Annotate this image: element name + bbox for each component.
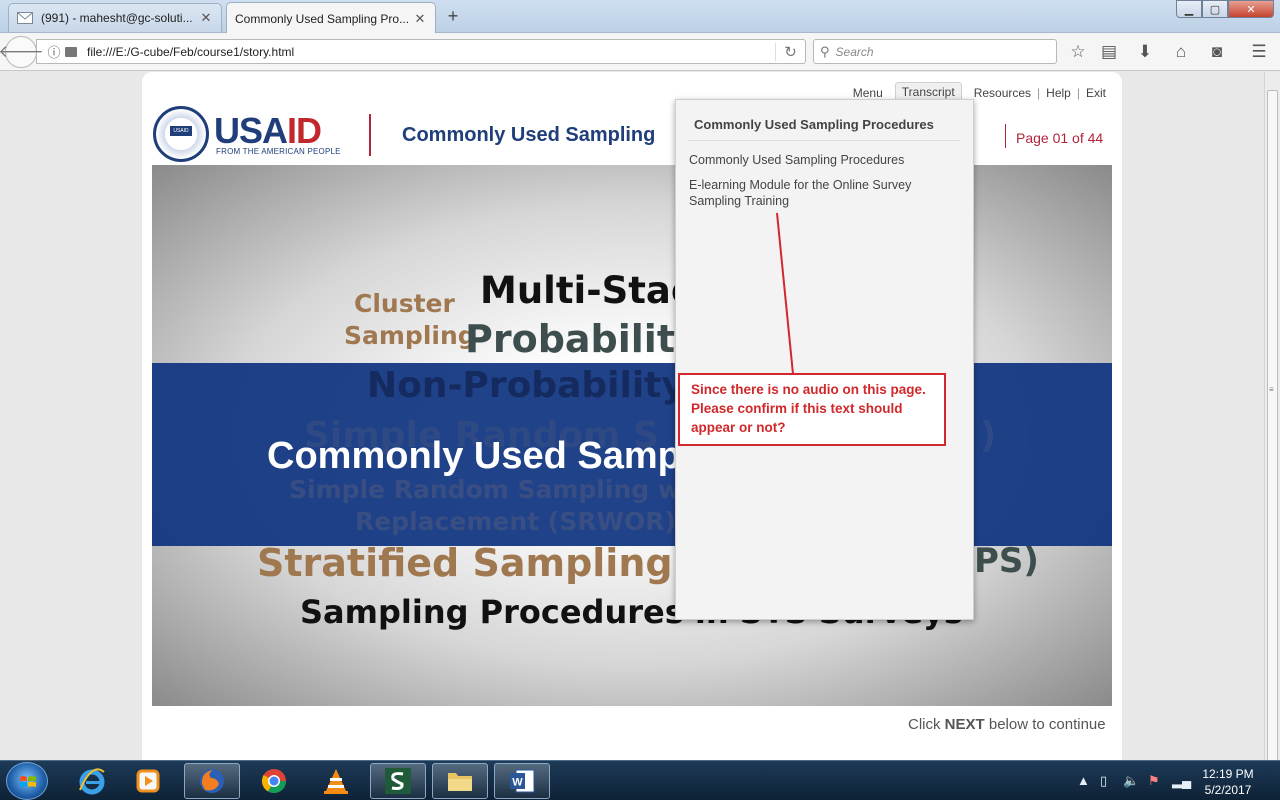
page-content: Menu Transcript Resources | Help | Exit … [0,72,1264,760]
word-replacement: Replacement (SRWOR) [355,507,676,536]
tab-strip: (991) - mahesht@gc-soluti... ✕ Commonly … [0,0,1280,34]
close-tab-icon[interactable]: ✕ [414,10,426,26]
file-explorer-icon[interactable] [432,763,488,799]
action-center-icon[interactable]: ⚑ [1148,773,1160,788]
review-comment-callout: Since there is no audio on this page. Pl… [678,373,946,446]
transcript-panel: Commonly Used Sampling Procedures Common… [675,99,974,620]
internet-explorer-icon[interactable] [64,763,120,799]
wordmark-blue: USA [214,110,288,151]
reload-icon[interactable]: ↻ [775,42,805,61]
word-simple-random-bg-tail: ) [980,415,997,456]
mail-icon [17,12,33,24]
word-probability: Probability [465,317,700,361]
navigation-toolbar: ⓘ file:///E:/G-cube/Feb/course1/story.ht… [0,33,1280,71]
tab-course[interactable]: Commonly Used Sampling Pro... ✕ [226,2,436,34]
windows-logo-icon [20,776,36,787]
clock-date: 5/2/2017 [1204,783,1252,797]
chrome-icon[interactable] [246,763,302,799]
menu-icon[interactable]: ☰ [1251,42,1267,61]
word-non-probability: Non-Probability [367,365,685,406]
scrollbar-thumb[interactable] [1267,90,1278,770]
word-cluster: Cluster [354,289,455,318]
word-sampling: Sampling [344,321,476,350]
transcript-divider [688,140,960,141]
s-app-icon[interactable] [370,763,426,799]
new-tab-icon[interactable]: + [447,6,459,26]
pocket-icon[interactable]: ◙ [1211,42,1223,61]
windows-taskbar: W ▲ ▯ 🔈 ⚑ ▂▄ 12:19 PM 5/2/2017 [0,760,1280,800]
start-button[interactable] [6,762,48,800]
search-input[interactable]: ⚲ Search [813,39,1057,64]
seal-text: USAID [170,126,192,136]
page-icon [65,46,77,57]
course-title: Commonly Used Sampling [402,124,656,146]
search-placeholder: Search [835,44,874,59]
menu-link[interactable]: Menu [852,85,883,100]
page-indicator: Page 01 of 44 [1016,130,1104,146]
help-link[interactable]: Help [1046,85,1071,100]
minimize-button[interactable]: ▁ [1176,0,1202,18]
page-divider [1005,124,1006,148]
wordmark-red: ID [287,110,322,151]
show-hidden-icons-icon[interactable]: ▲ [1077,773,1090,788]
tab-mail[interactable]: (991) - mahesht@gc-soluti... ✕ [8,3,222,32]
word-stratified: Stratified Sampling [257,541,673,585]
svg-text:W: W [512,777,523,789]
volume-icon[interactable]: 🔈 [1123,773,1140,788]
word-pps-tail: PS) [974,541,1039,581]
maximize-button[interactable]: ▢ [1202,0,1228,18]
network-icon[interactable]: ▂▄ [1172,773,1192,788]
cta-suffix: below to continue [984,716,1106,733]
reading-list-icon[interactable]: ▤ [1100,42,1118,61]
system-clock[interactable]: 12:19 PM 5/2/2017 [1196,766,1260,798]
course-player: Menu Transcript Resources | Help | Exit … [142,72,1122,760]
vertical-scrollbar[interactable]: ≡ [1264,72,1280,770]
back-button[interactable]: 🡐 [0,36,44,68]
search-icon: ⚲ [820,43,830,59]
cta-prefix: Click [908,716,945,733]
tab-label: Commonly Used Sampling Pro... [235,11,410,26]
usaid-seal-logo: USAID [153,106,209,162]
usaid-wordmark: USAID [214,110,322,152]
scrollbar-grip-icon: ≡ [1269,385,1274,394]
transcript-heading: Commonly Used Sampling Procedures [694,117,934,132]
title-divider [369,114,371,156]
transcript-paragraph: Commonly Used Sampling Procedures [689,153,905,167]
home-icon[interactable]: ⌂ [1175,42,1187,61]
cta-next: NEXT [944,716,985,733]
word-icon[interactable]: W [494,763,550,799]
close-tab-icon[interactable]: ✕ [200,10,212,25]
vlc-icon[interactable] [308,763,364,799]
transcript-link[interactable]: Transcript [894,82,962,103]
firefox-icon[interactable] [184,763,240,799]
word-simple-random-bg: Simple Random S [304,415,659,456]
transcript-paragraph: E-learning Module for the Online Survey … [689,178,912,208]
bookmark-star-icon[interactable]: ☆ [1070,42,1086,61]
close-window-button[interactable]: ✕ [1228,0,1274,18]
clock-time: 12:19 PM [1202,767,1254,781]
url-text[interactable]: file:///E:/G-cube/Feb/course1/story.html [87,44,295,59]
player-nav: Menu Transcript Resources | Help | Exit [853,82,1106,103]
info-icon[interactable]: ⓘ [47,45,61,60]
url-bar[interactable]: ⓘ file:///E:/G-cube/Feb/course1/story.ht… [36,39,806,64]
battery-icon[interactable]: ▯ [1100,773,1108,788]
media-player-icon[interactable] [120,763,176,799]
word-srs-with: Simple Random Sampling with [289,475,720,504]
tab-label: (991) - mahesht@gc-soluti... [41,11,193,25]
exit-link[interactable]: Exit [1085,85,1106,100]
word-multi-stage: Multi-Stag [480,269,698,312]
continue-hint: Click NEXT below to continue [908,716,1106,733]
resources-link[interactable]: Resources [973,85,1032,100]
logo-tagline: FROM THE AMERICAN PEOPLE [216,147,341,156]
download-icon[interactable]: ⬇ [1137,42,1153,61]
